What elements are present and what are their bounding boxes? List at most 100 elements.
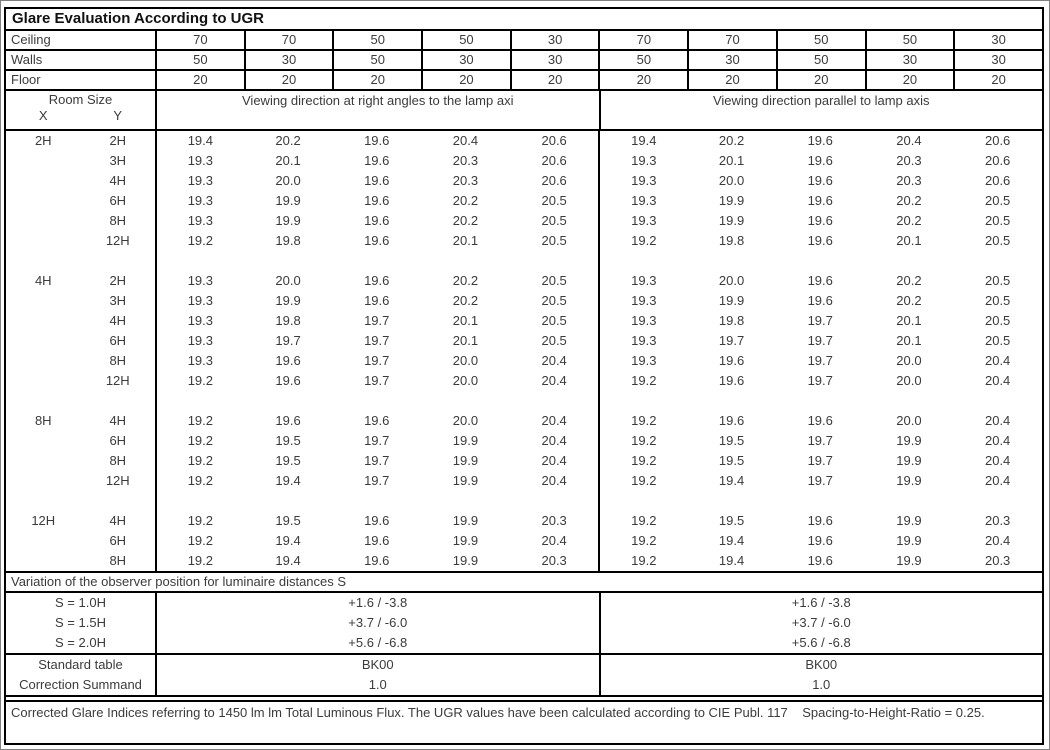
ugr-value-cell: 19.6: [718, 373, 745, 388]
surface-value-cell: 30: [953, 31, 1042, 49]
summary-row-item: Standard table BK00 BK00: [6, 655, 1042, 675]
ugr-value-cell: 20.4: [541, 413, 567, 428]
room-x-cell: [6, 531, 81, 551]
ugr-value-cell: 19.2: [598, 451, 687, 471]
ugr-value-cell: 20.1: [718, 153, 745, 168]
ugr-value-cell: [687, 491, 776, 511]
surface-value-cell: 50: [598, 51, 687, 69]
ugr-value-cell: [421, 491, 510, 511]
ugr-value-cell: 19.2: [155, 471, 244, 491]
right-value: BK00: [598, 655, 1043, 675]
ugr-value-cell: 20.6: [984, 173, 1011, 188]
ugr-value-cell: 19.3: [155, 291, 244, 311]
ugr-value-cell: 20.2: [896, 193, 922, 208]
room-y-cell: 6H: [109, 333, 127, 348]
room-x-cell: 12H: [31, 513, 56, 528]
ugr-value-cell: 20.2: [896, 273, 922, 288]
ugr-value-cell: 19.6: [807, 153, 833, 168]
surface-value-cell: 70: [243, 31, 333, 49]
surface-value-cell: 20: [243, 71, 333, 89]
room-x-cell: [6, 231, 81, 251]
ugr-value-cell: 19.3: [155, 351, 244, 371]
ugr-row: 8H 19.3 19.6 19.7 20.0 20.4 19.3 19.6 19.7 20.0 20…: [6, 351, 1042, 371]
surface-value-cell: 70: [687, 31, 776, 49]
room-size-label: Room Size: [48, 92, 113, 107]
room-x-cell: [6, 491, 81, 511]
ugr-value-cell: 19.5: [718, 453, 745, 468]
ugr-row: 2H 2H 19.4 20.2 19.6 20.4 20.6 19.4 20.2 19.6 20.4…: [6, 131, 1042, 151]
ugr-value-cell: 19.3: [598, 271, 687, 291]
ugr-value-cell: 19.3: [598, 291, 687, 311]
ugr-value-cell: 20.3: [984, 553, 1011, 568]
ugr-value-cell: [332, 391, 421, 411]
ugr-value-cell: 19.6: [364, 193, 390, 208]
ugr-value-cell: 20.0: [896, 373, 922, 388]
surface-value-cell: 20: [687, 71, 776, 89]
ugr-value-cell: 19.6: [364, 213, 390, 228]
ugr-value-cell: 20.1: [896, 333, 922, 348]
ugr-value-cell: 20.0: [275, 273, 301, 288]
ugr-value-cell: [865, 491, 954, 511]
room-x-cell: [6, 371, 81, 391]
ugr-value-cell: 19.7: [364, 333, 390, 348]
right-value: 1.0: [598, 675, 1043, 695]
ugr-value-cell: 19.4: [718, 473, 745, 488]
room-y-cell: 6H: [109, 433, 127, 448]
ugr-value-cell: 20.3: [984, 513, 1011, 528]
ugr-value-cell: [421, 251, 510, 271]
room-x-cell: [6, 351, 81, 371]
ugr-value-cell: 20.2: [896, 213, 922, 228]
room-x-cell: [6, 171, 81, 191]
ugr-value-cell: 19.9: [275, 213, 301, 228]
room-size-header: Room Size X Y: [6, 91, 155, 129]
ugr-value-cell: 19.4: [275, 553, 301, 568]
ugr-value-cell: 20.5: [984, 233, 1011, 248]
ugr-value-cell: 20.4: [541, 473, 567, 488]
ugr-value-cell: 19.2: [598, 551, 687, 571]
ugr-value-cell: [244, 391, 333, 411]
ugr-value-cell: 19.7: [807, 333, 833, 348]
ugr-value-cell: 20.4: [452, 133, 479, 148]
ugr-value-cell: 19.7: [807, 313, 833, 328]
ugr-value-cell: 19.6: [807, 533, 833, 548]
ugr-value-cell: 20.5: [541, 333, 567, 348]
surface-label: Ceiling: [11, 32, 51, 47]
ugr-value-cell: 19.6: [807, 513, 833, 528]
ugr-value-cell: 20.5: [984, 293, 1011, 308]
ugr-value-cell: 20.5: [984, 273, 1011, 288]
room-y-cell: 8H: [109, 553, 127, 568]
ugr-value-cell: [687, 391, 776, 411]
ugr-value-cell: 19.6: [807, 553, 833, 568]
ugr-value-cell: 19.9: [452, 433, 479, 448]
room-y-cell: 4H: [109, 413, 127, 428]
right-value: +5.6 / -6.8: [598, 633, 1043, 653]
ugr-value-cell: 19.5: [718, 513, 745, 528]
ugr-value-cell: 20.1: [896, 233, 922, 248]
ugr-value-cell: 19.7: [364, 313, 390, 328]
ugr-value-cell: 19.9: [718, 213, 745, 228]
surface-value-cell: 20: [332, 71, 421, 89]
right-direction-header: Viewing direction parallel to lamp axis: [598, 91, 1043, 129]
ugr-value-cell: 19.3: [598, 171, 687, 191]
ugr-value-cell: [421, 391, 510, 411]
ugr-value-cell: 19.3: [598, 331, 687, 351]
ugr-value-cell: 19.2: [155, 411, 244, 431]
room-x-cell: [6, 331, 81, 351]
surface-value-cell: 20: [155, 71, 244, 89]
ugr-value-cell: 19.8: [275, 233, 301, 248]
ugr-row: 4H 19.3 19.8 19.7 20.1 20.5 19.3 19.8 19.7 20.1 20…: [6, 311, 1042, 331]
ugr-row: 8H 19.2 19.5 19.7 19.9 20.4 19.2 19.5 19.7 19.9 20…: [6, 451, 1042, 471]
ugr-row: 8H 4H 19.2 19.6 19.6 20.0 20.4 19.2 19.6 19.6 20.0…: [6, 411, 1042, 431]
ugr-row: 3H 19.3 20.1 19.6 20.3 20.6 19.3 20.1 19.6 20.3 20…: [6, 151, 1042, 171]
ugr-value-cell: 19.9: [896, 513, 922, 528]
ugr-value-cell: [332, 251, 421, 271]
ugr-value-cell: 20.4: [541, 353, 567, 368]
surface-value-cell: 50: [332, 31, 421, 49]
ugr-value-cell: [598, 491, 687, 511]
summary-row-item: Correction Summand 1.0 1.0: [6, 675, 1042, 695]
ugr-value-cell: 20.5: [541, 313, 567, 328]
ugr-value-cell: 19.2: [155, 531, 244, 551]
ugr-value-cell: 20.4: [984, 413, 1011, 428]
ugr-value-cell: 19.4: [275, 533, 301, 548]
ugr-value-cell: 19.3: [155, 171, 244, 191]
